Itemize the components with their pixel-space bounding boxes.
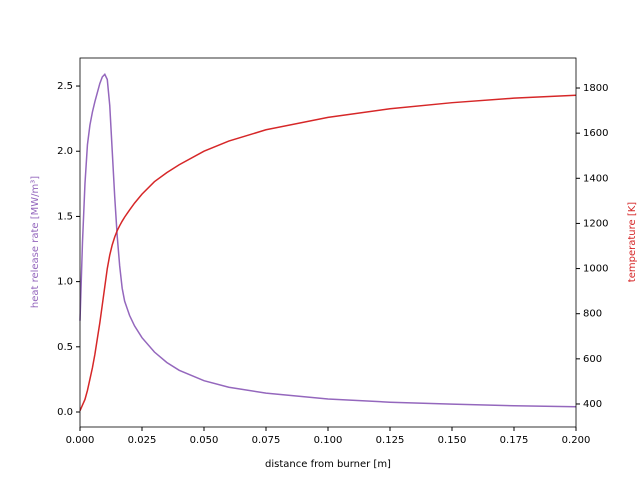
x-tick-label: 0.150: [438, 435, 467, 446]
y-tick-label: 0.0: [57, 407, 73, 418]
y-tick-label: 1.5: [57, 211, 73, 222]
y2-tick-label: 400: [583, 399, 602, 410]
y2-tick-label: 1000: [583, 264, 608, 275]
y-tick-label: 1.0: [57, 277, 73, 288]
x-tick-label: 0.175: [500, 435, 529, 446]
x-axis-label: distance from burner [m]: [265, 459, 391, 470]
x-tick-label: 0.025: [128, 435, 157, 446]
y2-tick-label: 600: [583, 354, 602, 365]
y2-tick-label: 1600: [583, 128, 608, 139]
line-series: [79, 94, 577, 412]
y-tick-label: 2.5: [57, 81, 73, 92]
y2-tick-label: 1400: [583, 173, 608, 184]
y2-tick-label: 1200: [583, 218, 608, 229]
x-tick-label: 0.125: [376, 435, 405, 446]
x-tick-label: 0.200: [562, 435, 591, 446]
y-tick-label: 2.0: [57, 146, 73, 157]
x-tick-label: 0.075: [252, 435, 281, 446]
x-tick-label: 0.050: [190, 435, 219, 446]
line-series: [79, 72, 577, 408]
y2-tick-label: 1800: [583, 83, 608, 94]
x-tick-label: 0.000: [66, 435, 95, 446]
y-axis-label: heat release rate [MW/m³]: [30, 176, 41, 308]
x-tick-label: 0.100: [314, 435, 343, 446]
y2-tick-label: 800: [583, 309, 602, 320]
y2-axis-label: temperature [K]: [627, 202, 638, 282]
plot-frame: [79, 57, 577, 428]
y-tick-label: 0.5: [57, 342, 73, 353]
